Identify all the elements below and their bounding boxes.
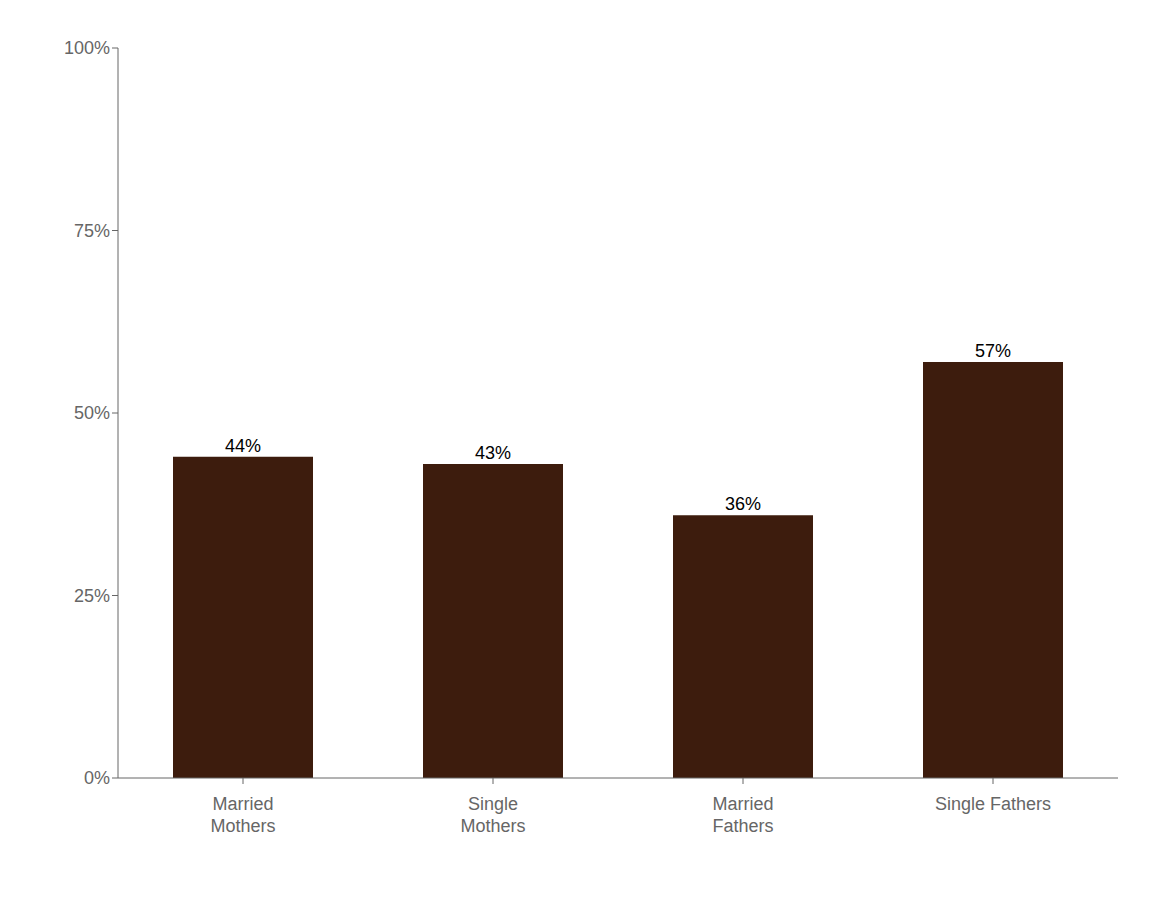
svg-text:25%: 25%	[74, 586, 110, 606]
svg-text:MarriedMothers: MarriedMothers	[210, 794, 275, 836]
svg-text:Single Fathers: Single Fathers	[935, 794, 1051, 814]
svg-text:0%: 0%	[84, 768, 110, 788]
svg-text:SingleMothers: SingleMothers	[460, 794, 525, 836]
svg-text:MarriedFathers: MarriedFathers	[712, 794, 773, 836]
svg-text:43%: 43%	[475, 443, 511, 463]
svg-text:100%: 100%	[64, 38, 110, 58]
svg-text:57%: 57%	[975, 341, 1011, 361]
svg-text:50%: 50%	[74, 403, 110, 423]
svg-text:44%: 44%	[225, 436, 261, 456]
svg-text:36%: 36%	[725, 494, 761, 514]
svg-text:75%: 75%	[74, 221, 110, 241]
